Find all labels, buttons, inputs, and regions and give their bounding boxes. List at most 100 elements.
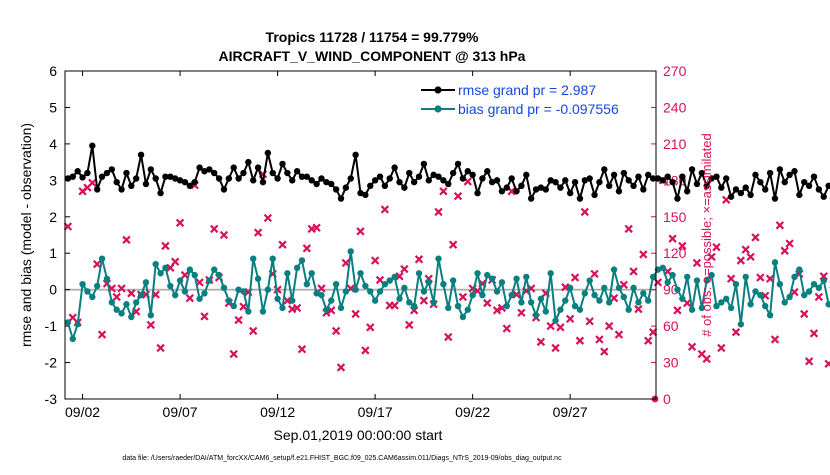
bias-point: [362, 282, 369, 290]
obs-assimilated-marker: [453, 191, 463, 201]
obs-marker-stroke-b: [605, 321, 614, 331]
y-axis-ticks: -3 -2 -1 0 1 2 3 4 5 6: [45, 63, 70, 407]
rmse-point: [542, 186, 549, 193]
obs-marker-stroke-b: [536, 337, 546, 347]
chart-title: Tropics 11728 / 11754 = 99.779%: [266, 29, 479, 45]
rmse-point: [386, 175, 393, 182]
legend-bias-label: bias grand pr = -0.097556: [458, 101, 619, 117]
rmse-point: [805, 182, 813, 189]
rmse-point: [74, 168, 81, 175]
rmse-point: [435, 173, 442, 180]
obs-assimilated-marker: [502, 324, 511, 333]
x-tick-label: 09/22: [455, 404, 490, 420]
rmse-point: [250, 177, 257, 184]
rmse-point: [825, 182, 830, 189]
obs-assimilated-marker: [249, 326, 258, 336]
obs-assimilated-marker: [673, 306, 682, 315]
bias-point: [186, 266, 194, 273]
bias-point: [323, 306, 330, 313]
obs-assimilated-marker: [434, 207, 443, 217]
obs-marker-stroke-b: [575, 336, 585, 345]
obs-marker-stroke-b: [273, 285, 282, 294]
rmse-point: [723, 175, 730, 182]
rmse-point: [640, 186, 647, 193]
bias-point: [254, 275, 262, 282]
rmse-point: [425, 177, 432, 184]
obs-assimilated-marker: [336, 363, 346, 372]
rmse-point: [191, 178, 198, 186]
obs-marker-stroke-b: [68, 313, 77, 322]
bias-point: [586, 277, 593, 284]
bias-point: [308, 270, 315, 277]
obs-marker-stroke-b: [678, 241, 687, 251]
rmse-point: [547, 177, 554, 184]
obs-assimilated-marker: [175, 218, 185, 228]
rmse-point: [718, 184, 725, 191]
obs-assimilated-marker: [312, 223, 321, 232]
obs-assimilated-marker: [112, 292, 121, 302]
obs-assimilated-marker: [390, 301, 399, 310]
rmse-point: [630, 182, 637, 189]
y2-axis-label: # of obs: o=possible; ×=assimilated: [699, 133, 714, 336]
rmse-point: [269, 169, 276, 177]
rmse-point: [128, 182, 135, 189]
bias-point: [713, 302, 720, 310]
bias-point: [367, 288, 374, 295]
bias-point: [601, 284, 608, 292]
bias-point: [727, 304, 735, 312]
obs-assimilated-marker: [751, 233, 760, 242]
obs-marker-stroke-b: [775, 221, 785, 230]
obs-assimilated-marker: [639, 250, 648, 259]
obs-assimilated-marker: [692, 258, 702, 268]
obs-marker-stroke-b: [302, 244, 312, 253]
obs-marker-stroke-b: [219, 230, 229, 240]
bias-point: [664, 279, 671, 286]
y2-tick-label: 210: [663, 136, 687, 152]
bias-point: [566, 284, 574, 292]
rmse-point: [328, 180, 335, 188]
bias-point: [513, 275, 520, 282]
bias-point: [332, 281, 340, 288]
rmse-point: [445, 180, 452, 188]
bias-point: [147, 311, 155, 319]
obs-marker-stroke-b: [502, 324, 511, 333]
obs-assimilated-marker: [648, 328, 658, 337]
obs-assimilated-marker: [122, 235, 131, 245]
rmse-point: [415, 173, 423, 180]
bias-point: [250, 255, 257, 262]
bias-point: [805, 288, 813, 295]
obs-marker-stroke-b: [297, 345, 307, 354]
obs-marker-stroke-b: [639, 250, 648, 259]
bias-point: [479, 291, 486, 299]
bias-point: [264, 286, 272, 293]
rmse-point: [620, 169, 628, 177]
plot-frame: [64, 70, 657, 400]
obs-marker-stroke-b: [492, 306, 502, 315]
bias-point: [581, 290, 589, 297]
obs-marker-stroke-b: [127, 289, 136, 298]
rmse-point: [664, 173, 671, 180]
rmse-point: [396, 178, 403, 186]
obs-marker-stroke-b: [790, 287, 799, 297]
bias-series: [64, 248, 830, 343]
rmse-point: [649, 175, 657, 182]
legend-bias-marker: [434, 105, 442, 113]
obs-marker-stroke-b: [390, 301, 399, 310]
bias-point: [776, 281, 784, 288]
bias-point: [181, 288, 189, 295]
bias-point: [172, 291, 179, 299]
bias-point: [635, 299, 642, 306]
obs-assimilated-marker: [405, 320, 414, 330]
rmse-point: [225, 175, 233, 182]
obs-assimilated-marker: [356, 227, 365, 236]
bias-point: [518, 299, 525, 306]
obs-marker-stroke-b: [648, 328, 658, 337]
obs-assimilated-marker: [380, 205, 390, 214]
obs-assimilated-marker: [317, 284, 326, 293]
y-tick-label: 6: [49, 63, 57, 79]
bias-point: [659, 264, 667, 271]
rmse-point: [566, 189, 574, 197]
obs-assimilated-marker: [253, 228, 263, 237]
bias-point: [737, 321, 745, 328]
obs-assimilated-marker: [483, 298, 492, 308]
